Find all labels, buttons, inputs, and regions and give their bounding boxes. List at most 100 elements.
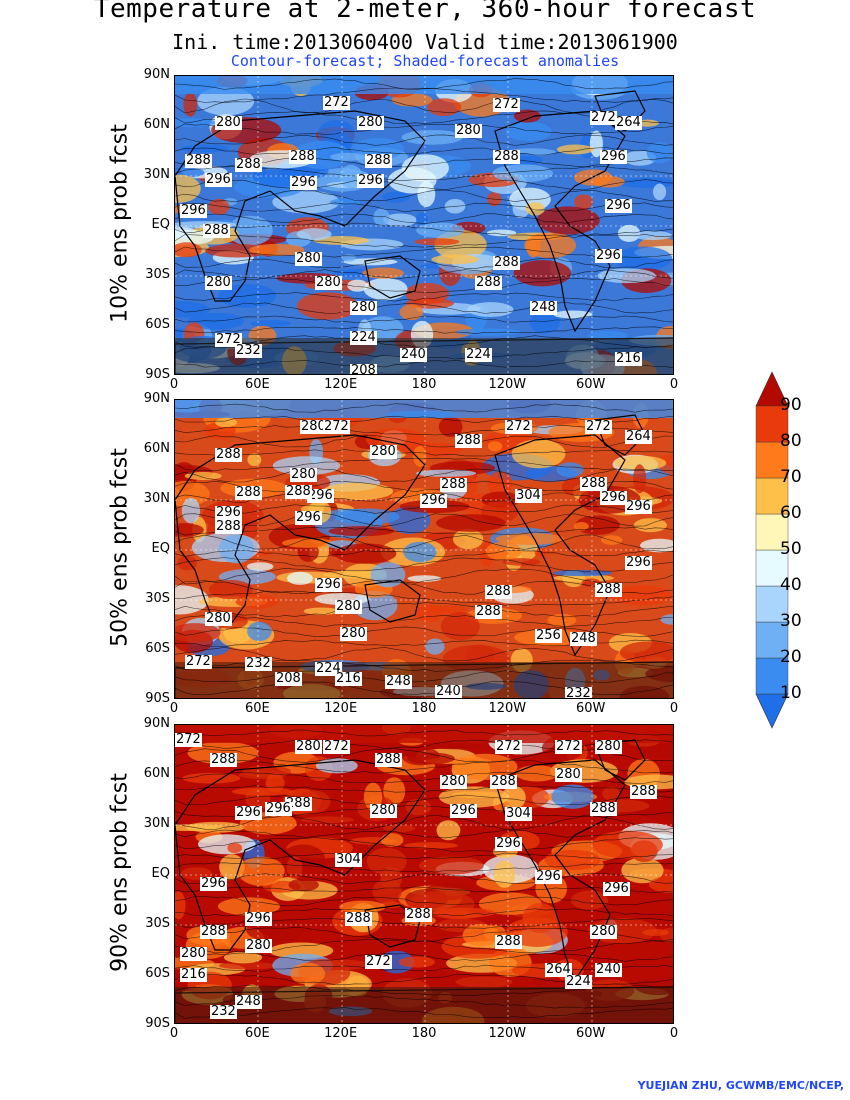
anomaly-blob xyxy=(181,497,201,524)
contour-label: 288 xyxy=(365,153,392,168)
colorbar xyxy=(755,371,789,729)
contour-label: 280 xyxy=(205,611,232,626)
anomaly-blob xyxy=(588,330,628,341)
longitude-tick-label: 60W xyxy=(575,701,606,716)
colorbar-tick-label: 70 xyxy=(780,467,802,487)
contour-label: 288 xyxy=(200,924,227,939)
longitude-tick-label: 0 xyxy=(669,701,679,716)
continent-outline xyxy=(364,579,421,623)
contour-label: 288 xyxy=(595,582,622,597)
anomaly-blob xyxy=(455,328,522,336)
anomaly-blob xyxy=(181,144,230,153)
contour-label: 272 xyxy=(185,654,212,669)
anomaly-blob xyxy=(418,856,484,875)
continent-outline xyxy=(494,759,626,982)
anomaly-blob xyxy=(330,152,366,161)
anomaly-blob xyxy=(269,942,334,959)
anomaly-blob xyxy=(431,254,479,265)
anomaly-blob xyxy=(215,417,238,428)
panel-label: 90% ens prob fcst xyxy=(107,773,133,972)
anomaly-blob xyxy=(380,833,404,847)
anomaly-blob xyxy=(403,842,458,849)
anomaly-blob xyxy=(552,569,613,577)
anomaly-blob xyxy=(617,224,641,242)
shaded-map xyxy=(175,400,673,698)
contour-line xyxy=(175,886,673,893)
contour-line xyxy=(175,1007,673,1019)
contour-line xyxy=(175,246,673,258)
anomaly-blob xyxy=(493,860,516,888)
latitude-tick-label: 60N xyxy=(143,766,170,781)
latitude-tick-label: 30N xyxy=(143,491,170,506)
contour-label: 296 xyxy=(535,869,562,884)
anomaly-blob xyxy=(250,319,291,327)
anomaly-blob xyxy=(399,304,424,321)
author-credit: YUEJIAN ZHU, GCWMB/EMC/NCEP, xyxy=(637,1079,844,1092)
contour-label: 280 xyxy=(315,275,342,290)
anomaly-blob xyxy=(296,228,332,241)
contour-label: 232 xyxy=(565,686,592,699)
anomaly-blob xyxy=(265,773,285,793)
contour-label: 288 xyxy=(203,223,230,238)
contour-label: 280 xyxy=(180,946,207,961)
colorbar-segment xyxy=(755,441,789,479)
longitude-tick-label: 120E xyxy=(324,377,358,392)
latitude-tick-label: 90N xyxy=(143,716,170,731)
anomaly-blob xyxy=(502,558,541,566)
contour-label: 248 xyxy=(235,994,262,1009)
anomaly-blob xyxy=(525,202,545,216)
anomaly-blob xyxy=(436,820,461,841)
contour-label: 296 xyxy=(450,803,477,818)
anomaly-blob xyxy=(425,638,445,655)
contour-label: 272 xyxy=(555,739,582,754)
anomaly-blob xyxy=(455,976,513,988)
contour-label: 296 xyxy=(200,876,227,891)
longitude-tick-label: 60E xyxy=(244,1026,270,1041)
longitude-tick-label: 60E xyxy=(244,377,270,392)
anomaly-blob xyxy=(328,526,395,537)
contour-label: 288 xyxy=(590,801,617,816)
contour-label: 280 xyxy=(440,774,467,789)
anomaly-blob xyxy=(334,543,397,564)
contour-label: 272 xyxy=(505,419,532,434)
anomaly-blob xyxy=(575,515,620,535)
anomaly-blob xyxy=(347,279,368,292)
anomaly-blob xyxy=(398,956,435,968)
anomaly-blob xyxy=(495,533,565,545)
contour-label: 280 xyxy=(295,251,322,266)
anomaly-blob xyxy=(383,213,417,227)
anomaly-blob xyxy=(247,621,272,642)
longitude-tick-label: 0 xyxy=(169,701,179,716)
anomaly-blob xyxy=(198,834,256,855)
anomaly-blob xyxy=(312,236,370,245)
contour-label: 296 xyxy=(600,490,627,505)
colorbar-tick-label: 90 xyxy=(780,395,802,415)
latitude-tick-label: 90N xyxy=(143,391,170,406)
contour-label: 280 xyxy=(205,275,232,290)
colorbar-segment xyxy=(755,657,789,695)
continent-outline xyxy=(594,414,646,456)
longitude-tick-label: 0 xyxy=(169,1026,179,1041)
anomaly-blob xyxy=(272,456,341,476)
contour-line xyxy=(175,468,673,483)
latitude-tick-label: 30S xyxy=(145,916,170,931)
anomaly-blob xyxy=(547,613,577,627)
anomaly-blob xyxy=(341,254,357,262)
anomaly-blob xyxy=(574,194,593,210)
anomaly-blob xyxy=(208,198,230,215)
anomaly-blob xyxy=(272,190,340,214)
contour-label: 280 xyxy=(350,300,377,315)
contour-label: 296 xyxy=(625,555,652,570)
contour-label: 256 xyxy=(535,628,562,643)
anomaly-blob xyxy=(381,191,410,203)
anomaly-blob xyxy=(373,208,390,227)
longitude-tick-label: 0 xyxy=(669,1026,679,1041)
contour-label: 304 xyxy=(515,488,542,503)
arctic-band xyxy=(175,725,673,743)
anomaly-blob xyxy=(388,506,431,534)
anomaly-blob xyxy=(303,607,340,615)
anomaly-blob xyxy=(451,753,518,780)
contour-label: 288 xyxy=(235,157,262,172)
chart-title: Temperature at 2-meter, 360-hour forecas… xyxy=(93,0,757,24)
contour-label: 272 xyxy=(323,739,350,754)
